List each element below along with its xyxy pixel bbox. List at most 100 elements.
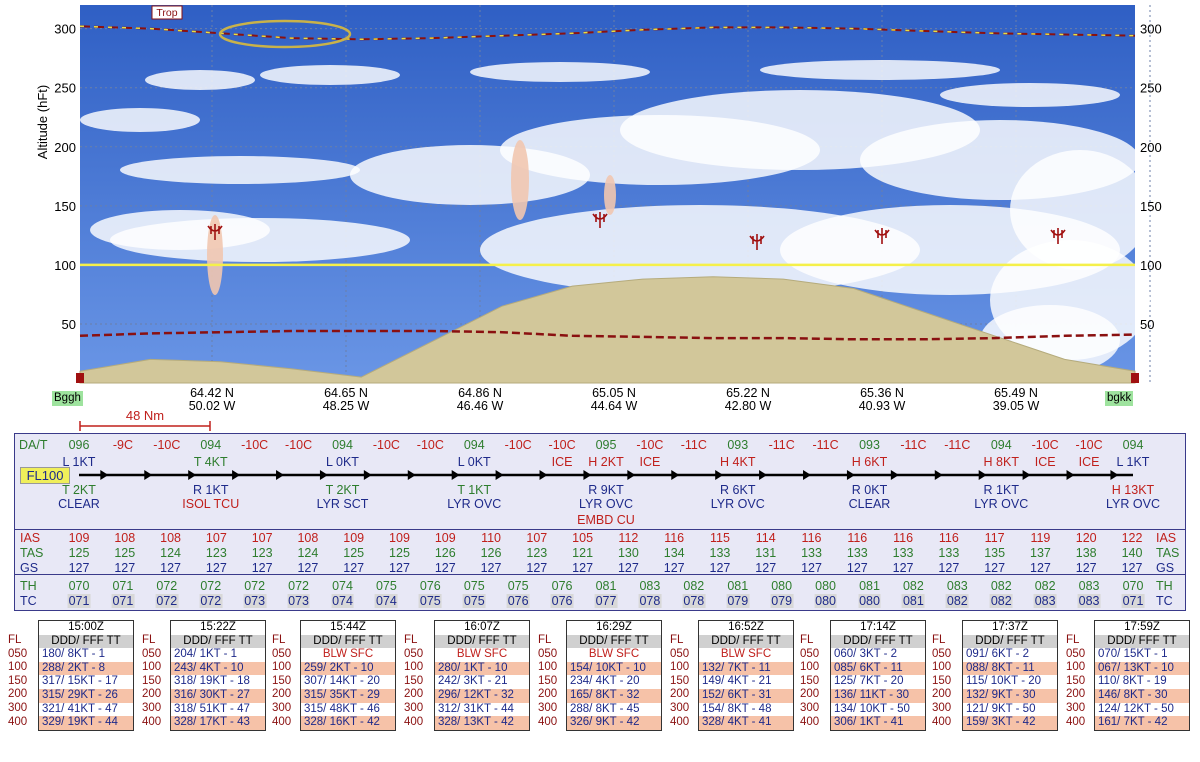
track-arrow bbox=[144, 470, 153, 480]
cloud bbox=[940, 83, 1120, 107]
speed-cell: 127 bbox=[480, 561, 502, 575]
heading-cell: 075 bbox=[507, 579, 529, 593]
track-arrow bbox=[451, 470, 460, 480]
condition-cell: ISOL TCU bbox=[182, 497, 240, 511]
track-arrow bbox=[846, 470, 855, 480]
fl-level: 100 bbox=[1066, 661, 1086, 674]
cloud bbox=[120, 156, 360, 184]
wa-row: 288/ 2KT - 8 bbox=[39, 661, 133, 676]
heading-cell: 078 bbox=[638, 594, 662, 608]
fl-level: 200 bbox=[142, 688, 162, 701]
track-arrow bbox=[627, 470, 636, 480]
da-cell: 095 bbox=[595, 438, 617, 452]
wa-row: 180/ 8KT - 1 bbox=[42, 648, 106, 661]
heading-cell: 076 bbox=[551, 579, 573, 593]
start-marker bbox=[76, 373, 84, 383]
fl-column: FL 050 100 150 200 300 400 bbox=[538, 634, 557, 729]
wind-cell: L 1KT bbox=[1116, 455, 1150, 469]
fl-level: 050 bbox=[538, 647, 558, 660]
condition-cell: LYR OVC bbox=[1106, 497, 1160, 511]
fl-header: FL bbox=[8, 634, 22, 646]
speed-cell: 119 bbox=[1030, 531, 1051, 545]
speed-cell: 109 bbox=[434, 531, 456, 545]
speed-cell: 133 bbox=[938, 546, 960, 560]
fl-column: FL 050 100 150 200 300 400 bbox=[142, 634, 161, 729]
winds-aloft-table: 16:07Z DDD/ FFF TT BLW SFC 280/ 1KT - 10 242… bbox=[434, 620, 530, 731]
speed-cell: 137 bbox=[1029, 546, 1051, 560]
speed-cell: 123 bbox=[251, 546, 273, 560]
heading-cell: 082 bbox=[1034, 579, 1056, 593]
heading-cell: 071 bbox=[67, 594, 91, 608]
speed-cell: 127 bbox=[755, 561, 777, 575]
speed-cell: 127 bbox=[68, 561, 90, 575]
condition-cell: CLEAR bbox=[848, 497, 891, 511]
fl-level: 150 bbox=[1066, 674, 1086, 687]
wa-row: BLW SFC bbox=[322, 648, 374, 661]
wa-row: 204/ 1KT - 1 bbox=[174, 648, 238, 661]
fl-header: FL bbox=[272, 634, 286, 646]
y-tick-label: 50 bbox=[62, 317, 76, 332]
heading-cell: 075 bbox=[462, 594, 486, 608]
speed-cell: 108 bbox=[114, 531, 136, 545]
fl-level: 200 bbox=[404, 688, 424, 701]
track-arrow bbox=[1110, 470, 1119, 480]
wa-row: 280/ 1KT - 10 bbox=[435, 661, 529, 676]
trop-label: Trop bbox=[156, 7, 177, 19]
speed-cell: 110 bbox=[481, 531, 501, 545]
speed-cell: 127 bbox=[251, 561, 273, 575]
wa-row: 091/ 6KT - 2 bbox=[966, 648, 1030, 661]
route-point-label: 64.65 N 48.25 W bbox=[322, 386, 370, 413]
fl-column: FL 050 100 150 200 300 400 bbox=[272, 634, 291, 729]
wa-row: 328/ 17KT - 43 bbox=[171, 716, 265, 730]
terrain-profile bbox=[79, 276, 1136, 384]
speed-cell: 127 bbox=[709, 561, 731, 575]
fl-header: FL bbox=[932, 634, 946, 646]
condition-cell: CLEAR bbox=[58, 497, 100, 511]
route-point-label: 65.49 N 39.05 W bbox=[992, 386, 1040, 413]
wind-cell: H 13KT bbox=[1111, 483, 1155, 497]
da-cell: -11C bbox=[944, 438, 971, 452]
fl-level: 400 bbox=[800, 715, 820, 728]
fl-level: 150 bbox=[8, 674, 28, 687]
speed-cell: 109 bbox=[343, 531, 365, 545]
fl-level: 050 bbox=[404, 647, 424, 660]
speed-cell: 109 bbox=[68, 531, 90, 545]
da-cell: 094 bbox=[990, 438, 1012, 452]
wa-header: DDD/ FFF TT bbox=[39, 634, 133, 649]
heading-cell: 070 bbox=[1122, 579, 1144, 593]
fl-level: 300 bbox=[932, 701, 952, 714]
da-cell: -11C bbox=[680, 438, 707, 452]
wa-header: DDD/ FFF TT bbox=[171, 634, 265, 649]
wa-header: DDD/ FFF TT bbox=[699, 634, 793, 649]
icing-icon bbox=[749, 234, 765, 250]
route-point-label: 65.22 N 42.80 W bbox=[724, 386, 772, 413]
start-airport-label: Bggh bbox=[52, 391, 83, 406]
heading-cell: 075 bbox=[463, 579, 485, 593]
wa-row: 316/ 30KT - 27 bbox=[171, 688, 265, 703]
wa-row: 060/ 3KT - 2 bbox=[834, 648, 898, 661]
winds-aloft-table: 16:52Z DDD/ FFF TT BLW SFC 132/ 7KT - 11 149… bbox=[698, 620, 794, 731]
speed-cell: 133 bbox=[892, 546, 914, 560]
heading-cell: 072 bbox=[244, 579, 266, 593]
wind-cell: R 1KT bbox=[193, 483, 229, 497]
wa-row: BLW SFC bbox=[720, 648, 772, 661]
da-cell: -10C bbox=[636, 438, 664, 452]
wa-row: 296/ 12KT - 32 bbox=[435, 688, 529, 703]
wa-row: 243/ 4KT - 10 bbox=[171, 661, 265, 676]
wa-row: 234/ 4KT - 20 bbox=[570, 675, 640, 688]
track-arrow bbox=[407, 470, 416, 480]
heading-row-label-right: TH bbox=[1156, 579, 1173, 593]
tropopause-line bbox=[79, 25, 1136, 41]
fl-column: FL 050 100 150 200 300 400 bbox=[8, 634, 27, 729]
speed-cell: 105 bbox=[572, 531, 594, 545]
track-arrow bbox=[1022, 470, 1031, 480]
fl-level: 200 bbox=[272, 688, 292, 701]
wa-row: 307/ 14KT - 20 bbox=[304, 675, 380, 688]
wind-cell: T 2KT bbox=[62, 483, 96, 497]
end-airport-label: bgkk bbox=[1105, 391, 1134, 406]
speed-row-label-right: IAS bbox=[1156, 531, 1177, 545]
speed-cell: 127 bbox=[297, 561, 319, 575]
speed-cell: 127 bbox=[617, 561, 639, 575]
y-tick-label: 250 bbox=[54, 81, 76, 96]
y-tick-label: 150 bbox=[54, 199, 76, 214]
